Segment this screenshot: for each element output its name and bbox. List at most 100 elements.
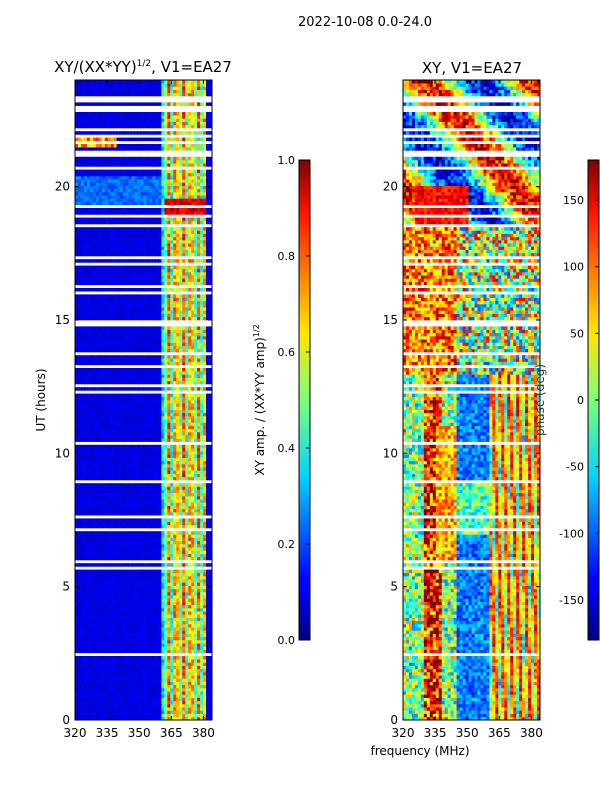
- amplitude-cell: [146, 697, 150, 702]
- amplitude-cell: [98, 694, 103, 698]
- amplitude-cell: [86, 582, 91, 586]
- amplitude-cell: [197, 617, 201, 622]
- amplitude-cell: [113, 684, 118, 689]
- amplitude-cell: [143, 617, 147, 622]
- amplitude-cell: [92, 409, 97, 414]
- amplitude-cell: [158, 444, 162, 449]
- amplitude-cell: [101, 627, 106, 631]
- amplitude-cell: [122, 476, 127, 481]
- amplitude-cell: [170, 553, 174, 558]
- amplitude-cell: [107, 432, 112, 436]
- amplitude-cell: [75, 444, 79, 449]
- amplitude-cell: [200, 537, 204, 542]
- amplitude-cell: [176, 697, 180, 702]
- amplitude-cell: [110, 489, 115, 494]
- amplitude-cell: [179, 614, 183, 618]
- amplitude-cell: [128, 467, 132, 471]
- amplitude-cell: [188, 531, 192, 535]
- amplitude-cell: [128, 678, 132, 682]
- amplitude-cell: [194, 617, 198, 622]
- amplitude-cell: [161, 499, 165, 503]
- amplitude-cell: [119, 492, 124, 497]
- amplitude-cell: [197, 403, 201, 407]
- amplitude-cell: [137, 576, 141, 580]
- amplitude-cell: [125, 425, 130, 430]
- amplitude-cell: [203, 691, 207, 695]
- amplitude-cell: [80, 473, 85, 478]
- amplitude-cell: [167, 608, 171, 612]
- amplitude-cell: [149, 656, 153, 660]
- amplitude-cell: [95, 496, 100, 500]
- amplitude-cell: [173, 432, 177, 436]
- amplitude-cell: [188, 524, 192, 529]
- amplitude-cell: [143, 403, 147, 407]
- amplitude-cell: [179, 476, 183, 481]
- amplitude-cell: [191, 700, 195, 705]
- amplitude-cell: [113, 700, 118, 705]
- amplitude-cell: [77, 416, 82, 420]
- amplitude-cell: [122, 432, 127, 436]
- amplitude-cell: [197, 502, 201, 506]
- amplitude-cell: [188, 550, 192, 554]
- amplitude-cell: [113, 496, 118, 500]
- amplitude-cell: [206, 470, 210, 474]
- amplitude-cell: [131, 432, 135, 436]
- amplitude-cell: [119, 627, 124, 631]
- amplitude-cell: [173, 444, 177, 449]
- amplitude-cell: [80, 569, 85, 574]
- amplitude-cell: [125, 544, 130, 548]
- amplitude-cell: [116, 361, 121, 366]
- amplitude-cell: [89, 444, 94, 449]
- amplitude-cell: [128, 620, 132, 625]
- amplitude-cell: [164, 713, 168, 718]
- amplitude-cell: [203, 595, 207, 599]
- amplitude-cell: [161, 419, 165, 423]
- amplitude-cell: [179, 707, 183, 711]
- amplitude-cell: [185, 505, 189, 510]
- amplitude-cell: [176, 473, 180, 478]
- amplitude-cell: [119, 457, 124, 462]
- amplitude-cell: [98, 400, 103, 404]
- amplitude-cell: [188, 486, 192, 490]
- amplitude-cell: [107, 419, 112, 423]
- amplitude-cell: [170, 640, 174, 644]
- amplitude-cell: [164, 476, 168, 481]
- amplitude-cell: [188, 460, 192, 465]
- amplitude-cell: [152, 409, 156, 414]
- amplitude-cell: [137, 371, 141, 375]
- amplitude-cell: [122, 678, 127, 682]
- amplitude-cell: [185, 524, 189, 529]
- amplitude-cell: [104, 492, 109, 497]
- amplitude-cell: [101, 486, 106, 490]
- amplitude-cell: [176, 355, 180, 359]
- amplitude-cell: [200, 464, 204, 468]
- amplitude-cell: [131, 524, 135, 529]
- amplitude-cell: [137, 537, 141, 542]
- amplitude-cell: [173, 534, 177, 538]
- amplitude-cell: [167, 419, 171, 423]
- amplitude-cell: [104, 534, 109, 538]
- amplitude-cell: [194, 464, 198, 468]
- amplitude-cell: [161, 534, 165, 538]
- amplitude-cell: [128, 553, 132, 558]
- amplitude-cell: [179, 688, 183, 692]
- amplitude-cell: [104, 457, 109, 462]
- amplitude-cell: [137, 444, 141, 449]
- amplitude-cell: [110, 393, 115, 398]
- amplitude-cell: [149, 716, 153, 720]
- amplitude-cell: [191, 624, 195, 628]
- amplitude-cell: [80, 387, 85, 391]
- amplitude-cell: [77, 633, 82, 638]
- amplitude-cell: [209, 563, 212, 567]
- amplitude-cell: [179, 419, 183, 423]
- amplitude-cell: [125, 585, 130, 590]
- amplitude-cell: [170, 524, 174, 529]
- amplitude-cell: [116, 624, 121, 628]
- amplitude-cell: [89, 345, 94, 350]
- amplitude-cell: [164, 518, 168, 522]
- amplitude-cell: [149, 675, 153, 679]
- amplitude-cell: [110, 483, 115, 487]
- amplitude-cell: [161, 576, 165, 580]
- amplitude-cell: [107, 547, 112, 551]
- amplitude-cell: [107, 576, 112, 580]
